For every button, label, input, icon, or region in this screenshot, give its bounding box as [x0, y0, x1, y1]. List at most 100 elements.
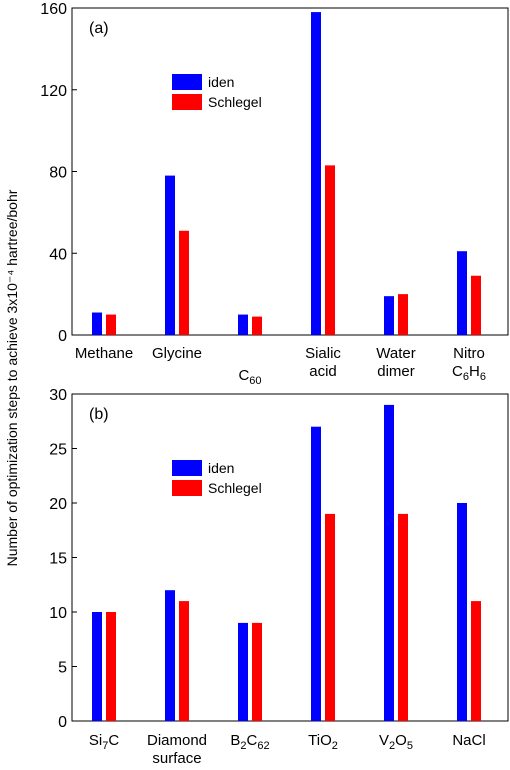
bar-schlegel-2: [252, 622, 262, 721]
bar-iden-0: [92, 312, 102, 335]
x-tick-label: Methane: [75, 345, 133, 362]
bar-iden-3: [311, 426, 321, 721]
bar-schlegel-5: [471, 275, 481, 335]
y-tick-label: 25: [49, 442, 67, 459]
label-text: B: [230, 732, 240, 749]
bar-iden-3: [311, 12, 321, 336]
x-tick-label: C60: [238, 367, 261, 387]
bar-iden-2: [238, 622, 248, 721]
legend-swatch-schlegel: [172, 480, 202, 496]
legend-label-iden: iden: [208, 460, 234, 476]
legend-swatch-iden: [172, 74, 202, 90]
legend-label-schlegel: Schlegel: [208, 94, 262, 110]
subscript: 6: [480, 371, 486, 383]
bar-schlegel-4: [398, 513, 408, 721]
label-text: Sialic: [305, 345, 341, 362]
y-tick-label: 120: [40, 83, 67, 100]
plot-frame: [71, 7, 509, 336]
bar-iden-1: [165, 175, 175, 335]
x-tick-label-line: V2O5: [379, 732, 413, 752]
x-tick-label-line: Methane: [75, 345, 133, 362]
x-tick-label-line: C6H6: [452, 363, 486, 383]
label-text: C: [238, 367, 249, 384]
y-tick-label: 160: [40, 1, 67, 18]
x-tick-label: NaCl: [452, 732, 485, 749]
subscript: 6: [463, 371, 469, 383]
subscript: 60: [249, 375, 261, 387]
x-tick-label-line: C60: [238, 367, 261, 387]
bar-iden-4: [384, 296, 394, 335]
label-text: Diamond: [147, 732, 207, 749]
x-tick-label-line: Si7C: [89, 732, 119, 752]
label-text: O: [395, 732, 407, 749]
subscript: 62: [257, 740, 269, 752]
label-text: Nitro: [453, 345, 485, 362]
bar-schlegel-0: [106, 314, 116, 335]
x-tick-label: Si7C: [89, 732, 119, 752]
subscript: 7: [102, 740, 108, 752]
x-tick-label: V2O5: [379, 732, 413, 752]
x-tick-label-line: acid: [309, 363, 337, 380]
x-tick-label-line: Glycine: [152, 345, 202, 362]
bar-schlegel-3: [325, 165, 335, 335]
bar-iden-2: [238, 314, 248, 335]
bar-schlegel-1: [179, 230, 189, 335]
bar-schlegel-0: [106, 612, 116, 721]
label-text: NaCl: [452, 732, 485, 749]
bar-iden-0: [92, 612, 102, 721]
x-tick-label-line: Diamond: [147, 732, 207, 749]
label-text: acid: [309, 363, 337, 380]
x-tick-label: TiO2: [308, 732, 338, 752]
y-tick-label: 40: [49, 246, 67, 263]
label-text: Methane: [75, 345, 133, 362]
x-tick-label-line: dimer: [377, 363, 415, 380]
label-text: C: [452, 363, 463, 380]
x-tick-label: Glycine: [152, 345, 202, 362]
bar-schlegel-4: [398, 294, 408, 335]
label-text: TiO: [308, 732, 332, 749]
panel-label: (b): [89, 406, 109, 423]
label-text: dimer: [377, 363, 415, 380]
x-tick-label-line: Sialic: [305, 345, 341, 362]
label-text: C: [108, 732, 119, 749]
x-tick-label: B2C62: [230, 732, 269, 752]
label-text: C: [247, 732, 258, 749]
bar-schlegel-2: [252, 316, 262, 335]
bar-iden-5: [457, 503, 467, 721]
legend-label-schlegel: Schlegel: [208, 480, 262, 496]
label-text: surface: [152, 750, 201, 767]
bar-iden-5: [457, 251, 467, 335]
plot-frame: [71, 393, 509, 722]
y-tick-label: 15: [49, 551, 67, 568]
label-text: Water: [376, 345, 415, 362]
subscript: 5: [407, 740, 413, 752]
subscript: 2: [389, 740, 395, 752]
x-tick-label-line: surface: [152, 750, 201, 767]
legend-swatch-iden: [172, 460, 202, 476]
x-tick-label-line: B2C62: [230, 732, 269, 752]
x-tick-label-line: TiO2: [308, 732, 338, 752]
y-tick-label: 5: [58, 660, 67, 677]
label-text: V: [379, 732, 389, 749]
bar-iden-4: [384, 404, 394, 721]
x-tick-label-line: NaCl: [452, 732, 485, 749]
subscript: 2: [240, 740, 246, 752]
y-tick-label: 20: [49, 496, 67, 513]
subscript: 2: [332, 740, 338, 752]
label-text: Glycine: [152, 345, 202, 362]
x-tick-label-line: Water: [376, 345, 415, 362]
y-tick-label: 10: [49, 605, 67, 622]
y-tick-label: 0: [58, 714, 67, 731]
bar-schlegel-5: [471, 601, 481, 721]
legend-swatch-schlegel: [172, 94, 202, 110]
legend-label-iden: iden: [208, 74, 234, 90]
x-tick-label-line: Nitro: [453, 345, 485, 362]
label-text: H: [469, 363, 480, 380]
